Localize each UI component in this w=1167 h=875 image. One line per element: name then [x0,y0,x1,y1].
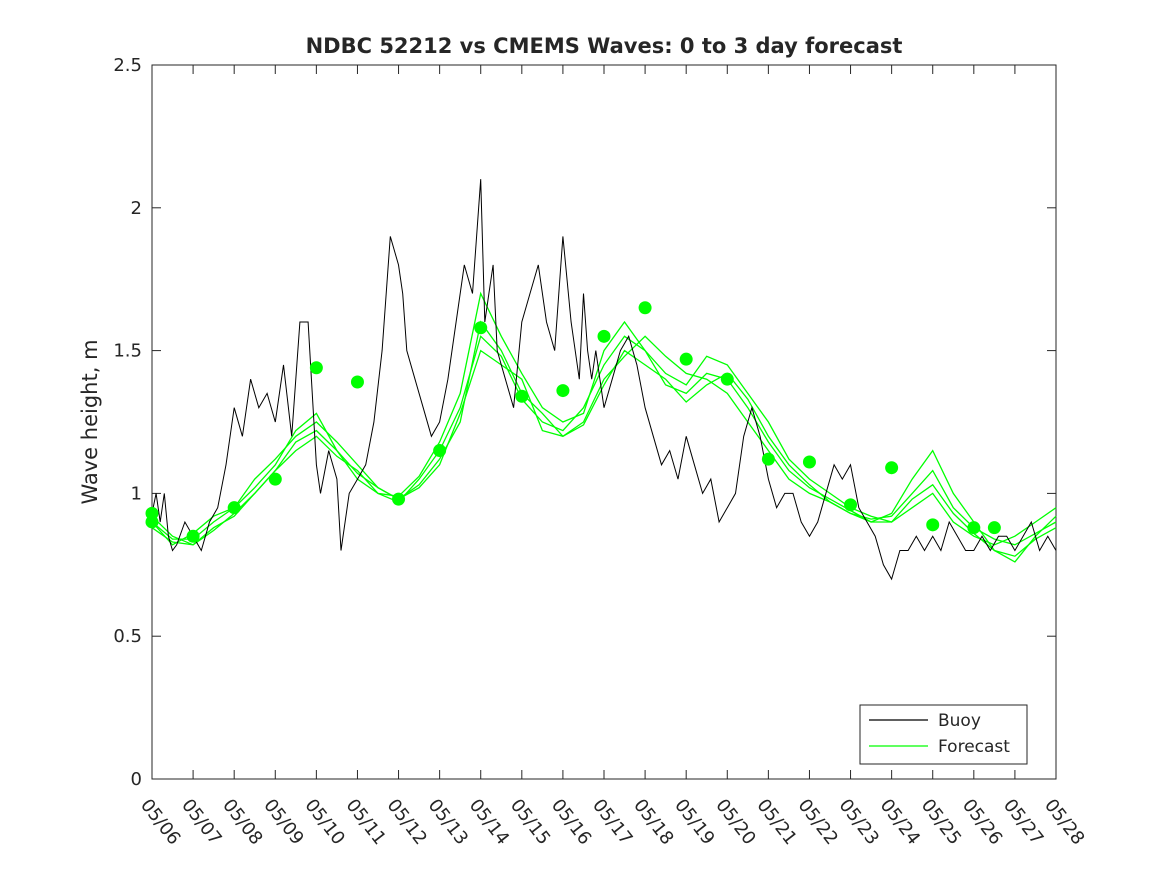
x-tick-label: 05/06 [136,795,184,849]
y-axis: 0 0.5 1 1.5 2 2.5 [113,55,1056,790]
forecast-point [761,452,775,466]
x-tick-label: 05/24 [876,795,924,849]
x-tick-label: 05/18 [629,795,677,849]
y-tick-label: 0 [131,769,142,790]
x-tick-label: 05/22 [794,795,842,849]
x-tick-label: 05/20 [711,795,759,849]
x-tick-label: 05/14 [465,795,513,849]
y-tick-label: 2.5 [113,55,142,76]
forecast-point [720,372,734,386]
forecast-point [556,384,570,398]
forecast-point [802,455,816,469]
forecast-run-line [151,349,1057,557]
forecast-run-line [151,320,1057,546]
plot-area [151,64,1057,780]
x-tick-label: 05/21 [752,795,800,849]
legend-buoy-label: Buoy [938,711,981,731]
legend: Buoy Forecast [859,704,1028,765]
forecast-point [987,521,1001,535]
forecast-point [926,518,940,532]
y-tick-label: 0.5 [113,626,142,647]
y-tick-label: 1.5 [113,341,142,362]
forecast-point [967,521,981,535]
forecast-point [515,389,529,403]
y-tick-label: 1 [131,483,142,504]
legend-forecast-label: Forecast [938,737,1010,757]
forecast-point [309,361,323,375]
x-tick-label: 05/11 [342,795,390,849]
legend-box [859,704,1028,765]
x-tick-label: 05/12 [383,795,431,849]
forecast-point [350,375,364,389]
forecast-point [885,461,899,475]
x-tick-label: 05/23 [835,795,883,849]
x-tick-label: 05/28 [1040,795,1088,849]
x-tick-label: 05/17 [588,795,636,849]
x-tick-label: 05/25 [917,795,965,849]
x-tick-label: 05/13 [424,795,472,849]
forecast-point [844,498,858,512]
forecast-point [638,301,652,315]
x-tick-label: 05/26 [958,795,1006,849]
forecast-point [186,529,200,543]
forecast-point [145,515,159,529]
forecast-run-line [151,291,1057,563]
x-tick-label: 05/16 [547,795,595,849]
x-tick-label: 05/09 [259,795,307,849]
marker-layer [145,301,1001,543]
forecast-point [268,472,282,486]
forecast-point [679,352,693,366]
forecast-point [597,329,611,343]
x-tick-label: 05/15 [506,795,554,849]
chart-title: NDBC 52212 vs CMEMS Waves: 0 to 3 day fo… [306,34,903,58]
x-tick-label: 05/10 [300,795,348,849]
x-tick-label: 05/19 [670,795,718,849]
forecast-point [474,321,488,335]
x-tick-label: 05/27 [999,795,1047,849]
forecast-point [227,501,241,515]
buoy-line [151,179,1057,581]
x-tick-label: 05/07 [177,795,225,849]
series-layer [151,179,1057,581]
forecast-run-line [151,335,1057,546]
x-tick-label: 05/08 [218,795,266,849]
plot-frame [151,64,1057,780]
y-axis-label: Wave height, m [78,339,102,504]
y-tick-label: 2 [131,198,142,219]
forecast-point [433,444,447,458]
forecast-point [392,492,406,506]
